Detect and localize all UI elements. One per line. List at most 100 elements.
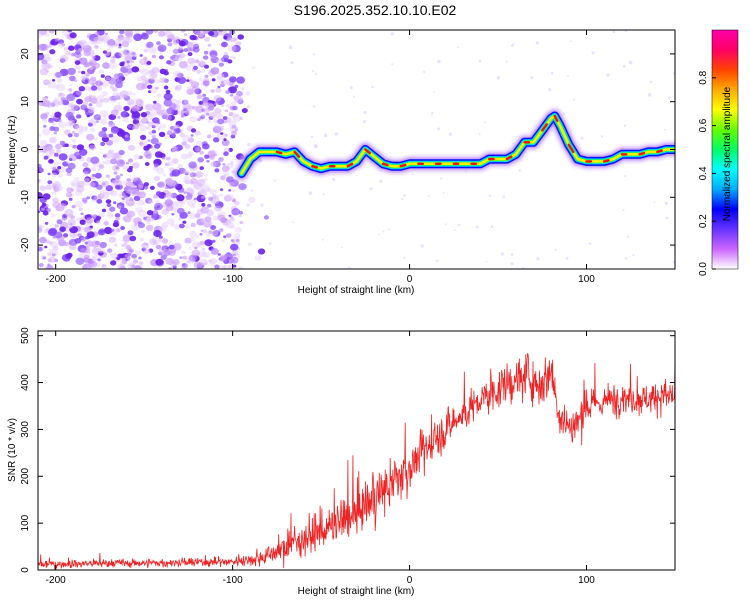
noise-blob <box>59 226 66 232</box>
noise-blob <box>42 96 46 101</box>
colorbar-ticks: 0.0 0.2 0.4 0.6 0.8 <box>698 70 716 276</box>
noise-blob <box>225 90 231 95</box>
noise-blob <box>107 39 116 46</box>
noise-blob <box>164 30 173 37</box>
noise-blob <box>222 265 229 269</box>
noise-blob <box>163 85 169 90</box>
spectrogram-y-tick-label: -20 <box>20 237 31 252</box>
noise-blob <box>55 102 60 107</box>
noise-blob <box>176 54 182 59</box>
noise-blob <box>204 36 211 42</box>
noise-blob <box>207 43 212 47</box>
noise-speck <box>536 257 540 261</box>
noise-blob <box>53 152 59 157</box>
noise-blob <box>110 158 118 165</box>
noise-blob <box>47 263 51 267</box>
noise-blob <box>155 199 160 204</box>
noise-blob <box>156 41 161 45</box>
noise-blob <box>81 70 86 75</box>
noise-blob <box>103 220 109 226</box>
noise-blob <box>192 41 199 48</box>
noise-blob <box>180 30 186 33</box>
noise-blob <box>38 210 41 213</box>
noise-blob <box>214 153 218 157</box>
noise-speck <box>435 259 439 263</box>
noise-blob <box>69 158 73 161</box>
noise-blob <box>64 143 69 148</box>
noise-blob <box>221 165 230 172</box>
noise-speck <box>273 179 276 182</box>
noise-blob <box>181 141 187 146</box>
noise-blob <box>45 150 53 156</box>
noise-blob <box>167 42 173 47</box>
colorbar-gradient <box>711 29 739 270</box>
noise-blob <box>137 209 147 218</box>
noise-blob <box>184 112 189 116</box>
noise-blob <box>207 119 212 123</box>
noise-blob <box>114 213 121 218</box>
noise-blob <box>189 115 198 123</box>
noise-blob <box>140 33 149 40</box>
noise-blob <box>47 172 51 176</box>
noise-speck <box>478 59 482 63</box>
noise-blob <box>119 160 124 165</box>
snr-y-tick-label: 400 <box>20 374 31 391</box>
noise-blob <box>57 42 65 48</box>
noise-blob <box>69 244 77 251</box>
noise-blob <box>174 86 178 90</box>
noise-blob <box>122 116 129 123</box>
noise-blob <box>51 190 57 195</box>
noise-blob <box>101 161 106 165</box>
noise-blob <box>66 93 76 102</box>
ridge-peak <box>638 151 646 156</box>
noise-blob <box>210 54 217 60</box>
noise-blob <box>101 208 107 213</box>
noise-blob <box>118 191 126 198</box>
noise-blob <box>229 93 234 97</box>
noise-blob <box>119 61 125 67</box>
noise-blob <box>121 259 127 265</box>
noise-speck <box>423 70 426 74</box>
noise-blob <box>129 235 137 242</box>
colorbar-tick-label: 0.6 <box>698 118 709 132</box>
noise-speck <box>600 135 604 138</box>
noise-blob <box>214 205 222 212</box>
noise-blob <box>76 144 85 151</box>
noise-speck <box>580 136 584 140</box>
noise-blob <box>68 143 73 147</box>
noise-blob <box>183 191 187 194</box>
noise-blob <box>223 220 231 227</box>
noise-blob <box>65 192 73 198</box>
noise-blob <box>229 76 237 83</box>
noise-blob <box>194 59 200 64</box>
noise-blob <box>187 57 196 65</box>
noise-speck <box>665 216 669 220</box>
noise-blob <box>108 77 118 85</box>
spectrogram-x-tick-label: 0 <box>407 274 413 285</box>
noise-blob <box>180 200 186 205</box>
noise-blob <box>107 248 113 253</box>
noise-blob <box>159 51 163 54</box>
noise-blob <box>53 71 63 79</box>
noise-blob <box>41 62 51 70</box>
noise-blob <box>110 109 119 116</box>
noise-blob <box>176 194 185 202</box>
noise-blob <box>84 108 89 112</box>
noise-blob <box>216 229 220 232</box>
noise-blob <box>216 125 224 132</box>
noise-blob <box>120 66 129 73</box>
noise-blob <box>215 112 223 119</box>
noise-blob <box>96 199 103 204</box>
noise-blob <box>203 220 212 228</box>
noise-blob <box>232 237 241 244</box>
noise-blob <box>124 30 134 37</box>
noise-blob <box>80 247 87 254</box>
snr-y-ticks: 0 100 200 300 400 500 <box>20 327 675 573</box>
noise-blob <box>54 97 60 102</box>
noise-blob <box>168 241 173 245</box>
noise-blob <box>199 258 208 266</box>
noise-blob <box>175 200 184 208</box>
ridge-peak <box>399 163 407 168</box>
noise-blob <box>81 197 88 203</box>
